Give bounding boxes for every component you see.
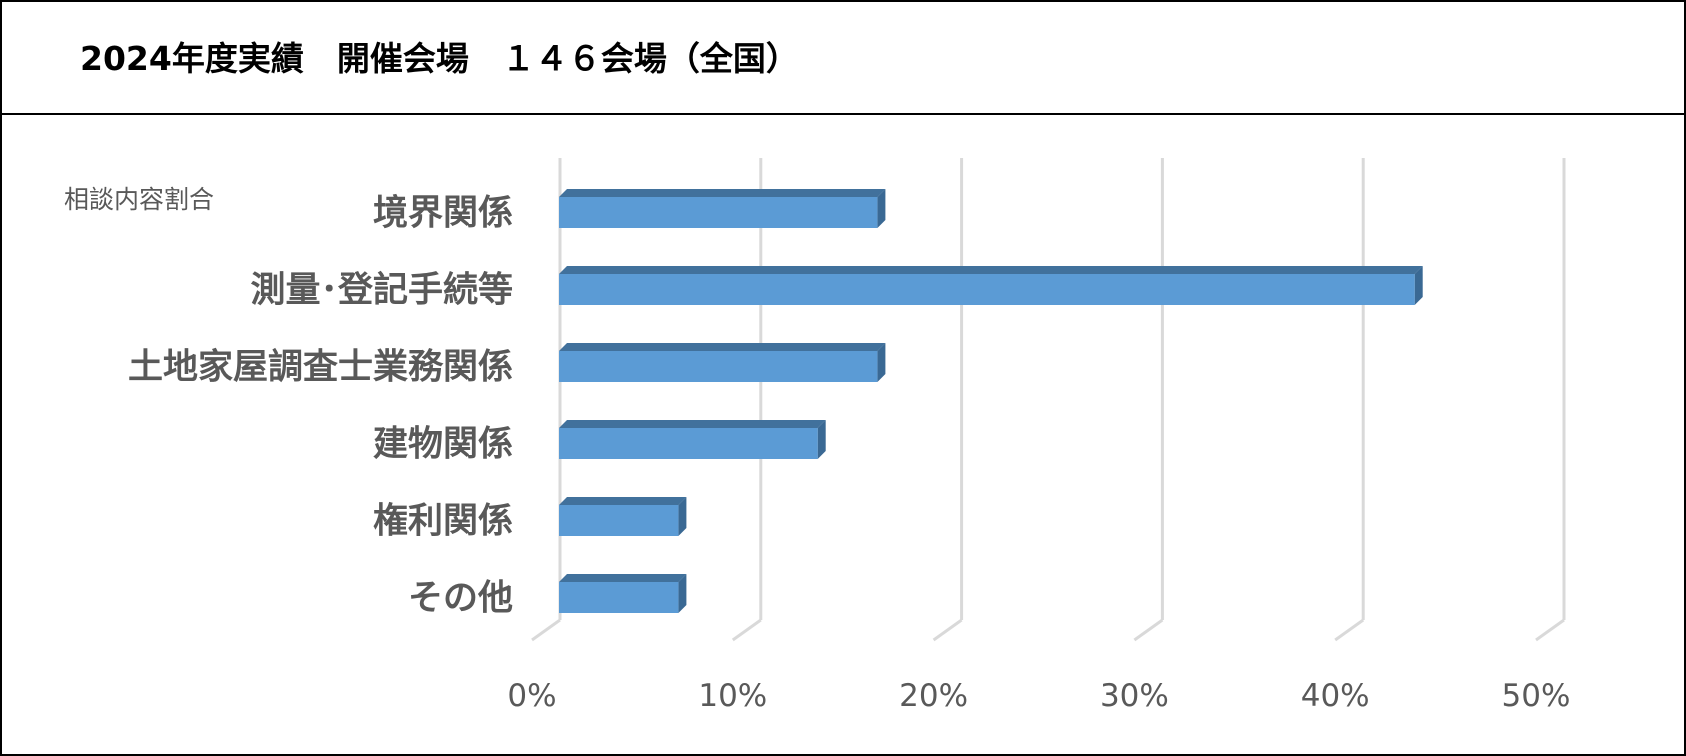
gridline-floor [932, 618, 963, 642]
gridline-floor [1535, 618, 1565, 642]
x-axis-tick-labels: 0% 10% 20% 30% 40% 50% [507, 678, 1570, 714]
chart-title: 2024年度実績 開催会場 １４６会場（全国） [80, 39, 799, 78]
gridline-floor [1133, 618, 1164, 642]
bar-side-face [877, 343, 886, 382]
bar-top-face [559, 497, 687, 505]
x-tick-label: 0% [507, 678, 556, 714]
gridline-floor [531, 618, 561, 642]
bar [559, 266, 1423, 305]
category-label: 境界関係 [373, 194, 513, 234]
bar-top-face [559, 420, 826, 428]
x-tick-label: 30% [1100, 678, 1169, 714]
x-tick-label: 10% [698, 678, 767, 714]
bar [559, 497, 687, 536]
bars [559, 189, 1423, 613]
bar-side-face [817, 420, 826, 459]
category-label: その他 [408, 579, 513, 619]
x-tick-label: 20% [899, 678, 968, 714]
grid-lines [531, 158, 1566, 642]
chart-label: 相談内容割合 [64, 185, 215, 214]
bar [559, 343, 886, 382]
bar-front-face [559, 197, 878, 228]
bar-top-face [559, 266, 1423, 274]
bar-side-face [1414, 266, 1423, 305]
x-tick-label: 50% [1502, 678, 1571, 714]
title-bar: 2024年度実績 開催会場 １４６会場（全国） [2, 2, 1684, 115]
bar-front-face [559, 582, 679, 613]
bar-top-face [559, 574, 687, 582]
gridline-floor [1334, 618, 1365, 642]
category-label: 建物関係 [373, 425, 513, 465]
bar-front-face [559, 428, 818, 459]
gridline-floor [731, 618, 762, 642]
bar-side-face [678, 497, 687, 536]
category-label: 測量･登記手続等 [250, 271, 513, 311]
bar [559, 420, 826, 459]
bar-top-face [559, 189, 886, 197]
bar-front-face [559, 351, 878, 382]
bar-front-face [559, 274, 1415, 305]
category-label: 土地家屋調査士業務関係 [128, 348, 513, 388]
bar-side-face [678, 574, 687, 613]
bar [559, 574, 687, 613]
bar [559, 189, 886, 228]
bar-top-face [559, 343, 886, 351]
bar-side-face [877, 189, 886, 228]
x-tick-label: 40% [1301, 678, 1370, 714]
bar-front-face [559, 505, 679, 536]
category-label: 権利関係 [373, 502, 513, 542]
